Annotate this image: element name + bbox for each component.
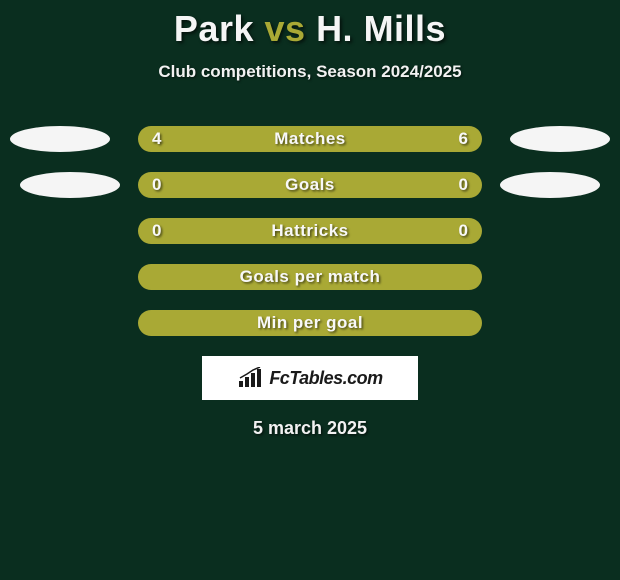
stat-value-right: 6 — [459, 129, 468, 149]
stat-label: Matches — [274, 129, 346, 149]
stat-rows: 4 Matches 6 0 Goals 0 0 Hattricks 0 Goal… — [0, 126, 620, 336]
logo-box: FcTables.com — [202, 356, 418, 400]
stat-value-right: 0 — [459, 175, 468, 195]
stat-bar: 0 Goals 0 — [138, 172, 482, 198]
stat-row-matches: 4 Matches 6 — [0, 126, 620, 152]
stat-label: Goals per match — [240, 267, 381, 287]
stat-bar: 4 Matches 6 — [138, 126, 482, 152]
stat-value-left: 4 — [152, 129, 161, 149]
vs-label: vs — [265, 8, 306, 49]
stat-label: Goals — [285, 175, 335, 195]
logo-text: FcTables.com — [269, 368, 382, 389]
ellipse-left — [10, 126, 110, 152]
stat-bar: Goals per match — [138, 264, 482, 290]
stat-value-left: 0 — [152, 175, 161, 195]
stat-label: Hattricks — [271, 221, 348, 241]
stat-bar: 0 Hattricks 0 — [138, 218, 482, 244]
stat-bar: Min per goal — [138, 310, 482, 336]
ellipse-right — [510, 126, 610, 152]
stat-row-hattricks: 0 Hattricks 0 — [0, 218, 620, 244]
ellipse-right — [500, 172, 600, 198]
stat-label: Min per goal — [257, 313, 363, 333]
player1-name: Park — [174, 8, 254, 49]
stat-value-left: 0 — [152, 221, 161, 241]
stat-row-gpm: Goals per match — [0, 264, 620, 290]
subtitle: Club competitions, Season 2024/2025 — [0, 62, 620, 82]
comparison-title: Park vs H. Mills — [0, 0, 620, 50]
stat-row-goals: 0 Goals 0 — [0, 172, 620, 198]
stat-row-mpg: Min per goal — [0, 310, 620, 336]
chart-icon — [237, 367, 263, 389]
stat-value-right: 0 — [459, 221, 468, 241]
player2-name: H. Mills — [316, 8, 446, 49]
date-label: 5 march 2025 — [0, 418, 620, 439]
ellipse-left — [20, 172, 120, 198]
